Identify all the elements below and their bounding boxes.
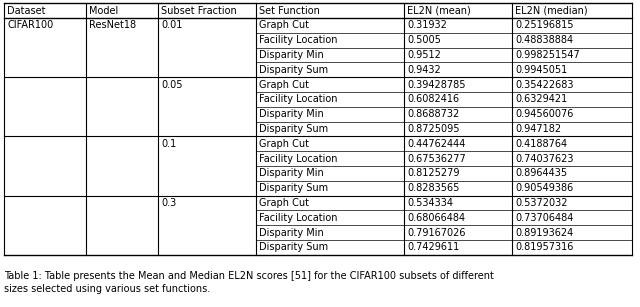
Text: 0.6329421: 0.6329421 <box>515 94 567 104</box>
Text: Graph Cut: Graph Cut <box>259 80 309 90</box>
Text: 0.8125279: 0.8125279 <box>407 169 460 178</box>
Text: 0.90549386: 0.90549386 <box>515 183 573 193</box>
Text: Disparity Sum: Disparity Sum <box>259 124 328 134</box>
Text: 0.9512: 0.9512 <box>407 50 441 60</box>
Text: 0.9945051: 0.9945051 <box>515 65 567 75</box>
Text: sizes selected using various set functions.: sizes selected using various set functio… <box>4 284 211 294</box>
Text: 0.31932: 0.31932 <box>407 20 447 30</box>
Text: Table 1: Table presents the Mean and Median EL2N scores [51] for the CIFAR100 su: Table 1: Table presents the Mean and Med… <box>4 271 494 281</box>
Text: Disparity Sum: Disparity Sum <box>259 65 328 75</box>
Text: 0.7429611: 0.7429611 <box>407 243 460 252</box>
Text: Dataset: Dataset <box>7 6 45 15</box>
Text: 0.5372032: 0.5372032 <box>515 198 568 208</box>
Text: 0.67536277: 0.67536277 <box>407 154 466 164</box>
Text: 0.68066484: 0.68066484 <box>407 213 465 223</box>
Text: 0.8964435: 0.8964435 <box>515 169 567 178</box>
Text: Disparity Min: Disparity Min <box>259 169 324 178</box>
Text: EL2N (median): EL2N (median) <box>515 6 588 15</box>
Text: Facility Location: Facility Location <box>259 35 337 45</box>
Text: Graph Cut: Graph Cut <box>259 20 309 30</box>
Text: Disparity Sum: Disparity Sum <box>259 183 328 193</box>
Text: 0.5005: 0.5005 <box>407 35 441 45</box>
Text: 0.6082416: 0.6082416 <box>407 94 459 104</box>
Text: 0.8283565: 0.8283565 <box>407 183 460 193</box>
Text: 0.79167026: 0.79167026 <box>407 227 465 238</box>
Text: 0.73706484: 0.73706484 <box>515 213 573 223</box>
Text: Disparity Min: Disparity Min <box>259 50 324 60</box>
Text: Set Function: Set Function <box>259 6 320 15</box>
Text: CIFAR100: CIFAR100 <box>7 20 53 30</box>
Text: Facility Location: Facility Location <box>259 213 337 223</box>
Text: Graph Cut: Graph Cut <box>259 198 309 208</box>
Text: Model: Model <box>89 6 118 15</box>
Text: 0.998251547: 0.998251547 <box>515 50 580 60</box>
Text: 0.81957316: 0.81957316 <box>515 243 573 252</box>
Text: Disparity Min: Disparity Min <box>259 109 324 119</box>
Text: ResNet18: ResNet18 <box>89 20 136 30</box>
Text: Subset Fraction: Subset Fraction <box>161 6 237 15</box>
Text: 0.44762444: 0.44762444 <box>407 139 465 149</box>
Text: Disparity Min: Disparity Min <box>259 227 324 238</box>
Text: 0.9432: 0.9432 <box>407 65 441 75</box>
Text: 0.89193624: 0.89193624 <box>515 227 573 238</box>
Text: 0.534334: 0.534334 <box>407 198 453 208</box>
Text: Graph Cut: Graph Cut <box>259 139 309 149</box>
Text: Facility Location: Facility Location <box>259 154 337 164</box>
Text: 0.05: 0.05 <box>161 80 182 90</box>
Text: Facility Location: Facility Location <box>259 94 337 104</box>
Text: 0.48838884: 0.48838884 <box>515 35 573 45</box>
Text: 0.39428785: 0.39428785 <box>407 80 465 90</box>
Text: 0.35422683: 0.35422683 <box>515 80 573 90</box>
Text: 0.25196815: 0.25196815 <box>515 20 573 30</box>
Text: 0.8688732: 0.8688732 <box>407 109 460 119</box>
Text: 0.947182: 0.947182 <box>515 124 561 134</box>
Text: 0.8725095: 0.8725095 <box>407 124 460 134</box>
Text: 0.4188764: 0.4188764 <box>515 139 567 149</box>
Text: 0.01: 0.01 <box>161 20 182 30</box>
Text: EL2N (mean): EL2N (mean) <box>407 6 471 15</box>
Text: 0.1: 0.1 <box>161 139 176 149</box>
Text: 0.3: 0.3 <box>161 198 176 208</box>
Text: Disparity Sum: Disparity Sum <box>259 243 328 252</box>
Text: 0.94560076: 0.94560076 <box>515 109 573 119</box>
Text: 0.74037623: 0.74037623 <box>515 154 573 164</box>
